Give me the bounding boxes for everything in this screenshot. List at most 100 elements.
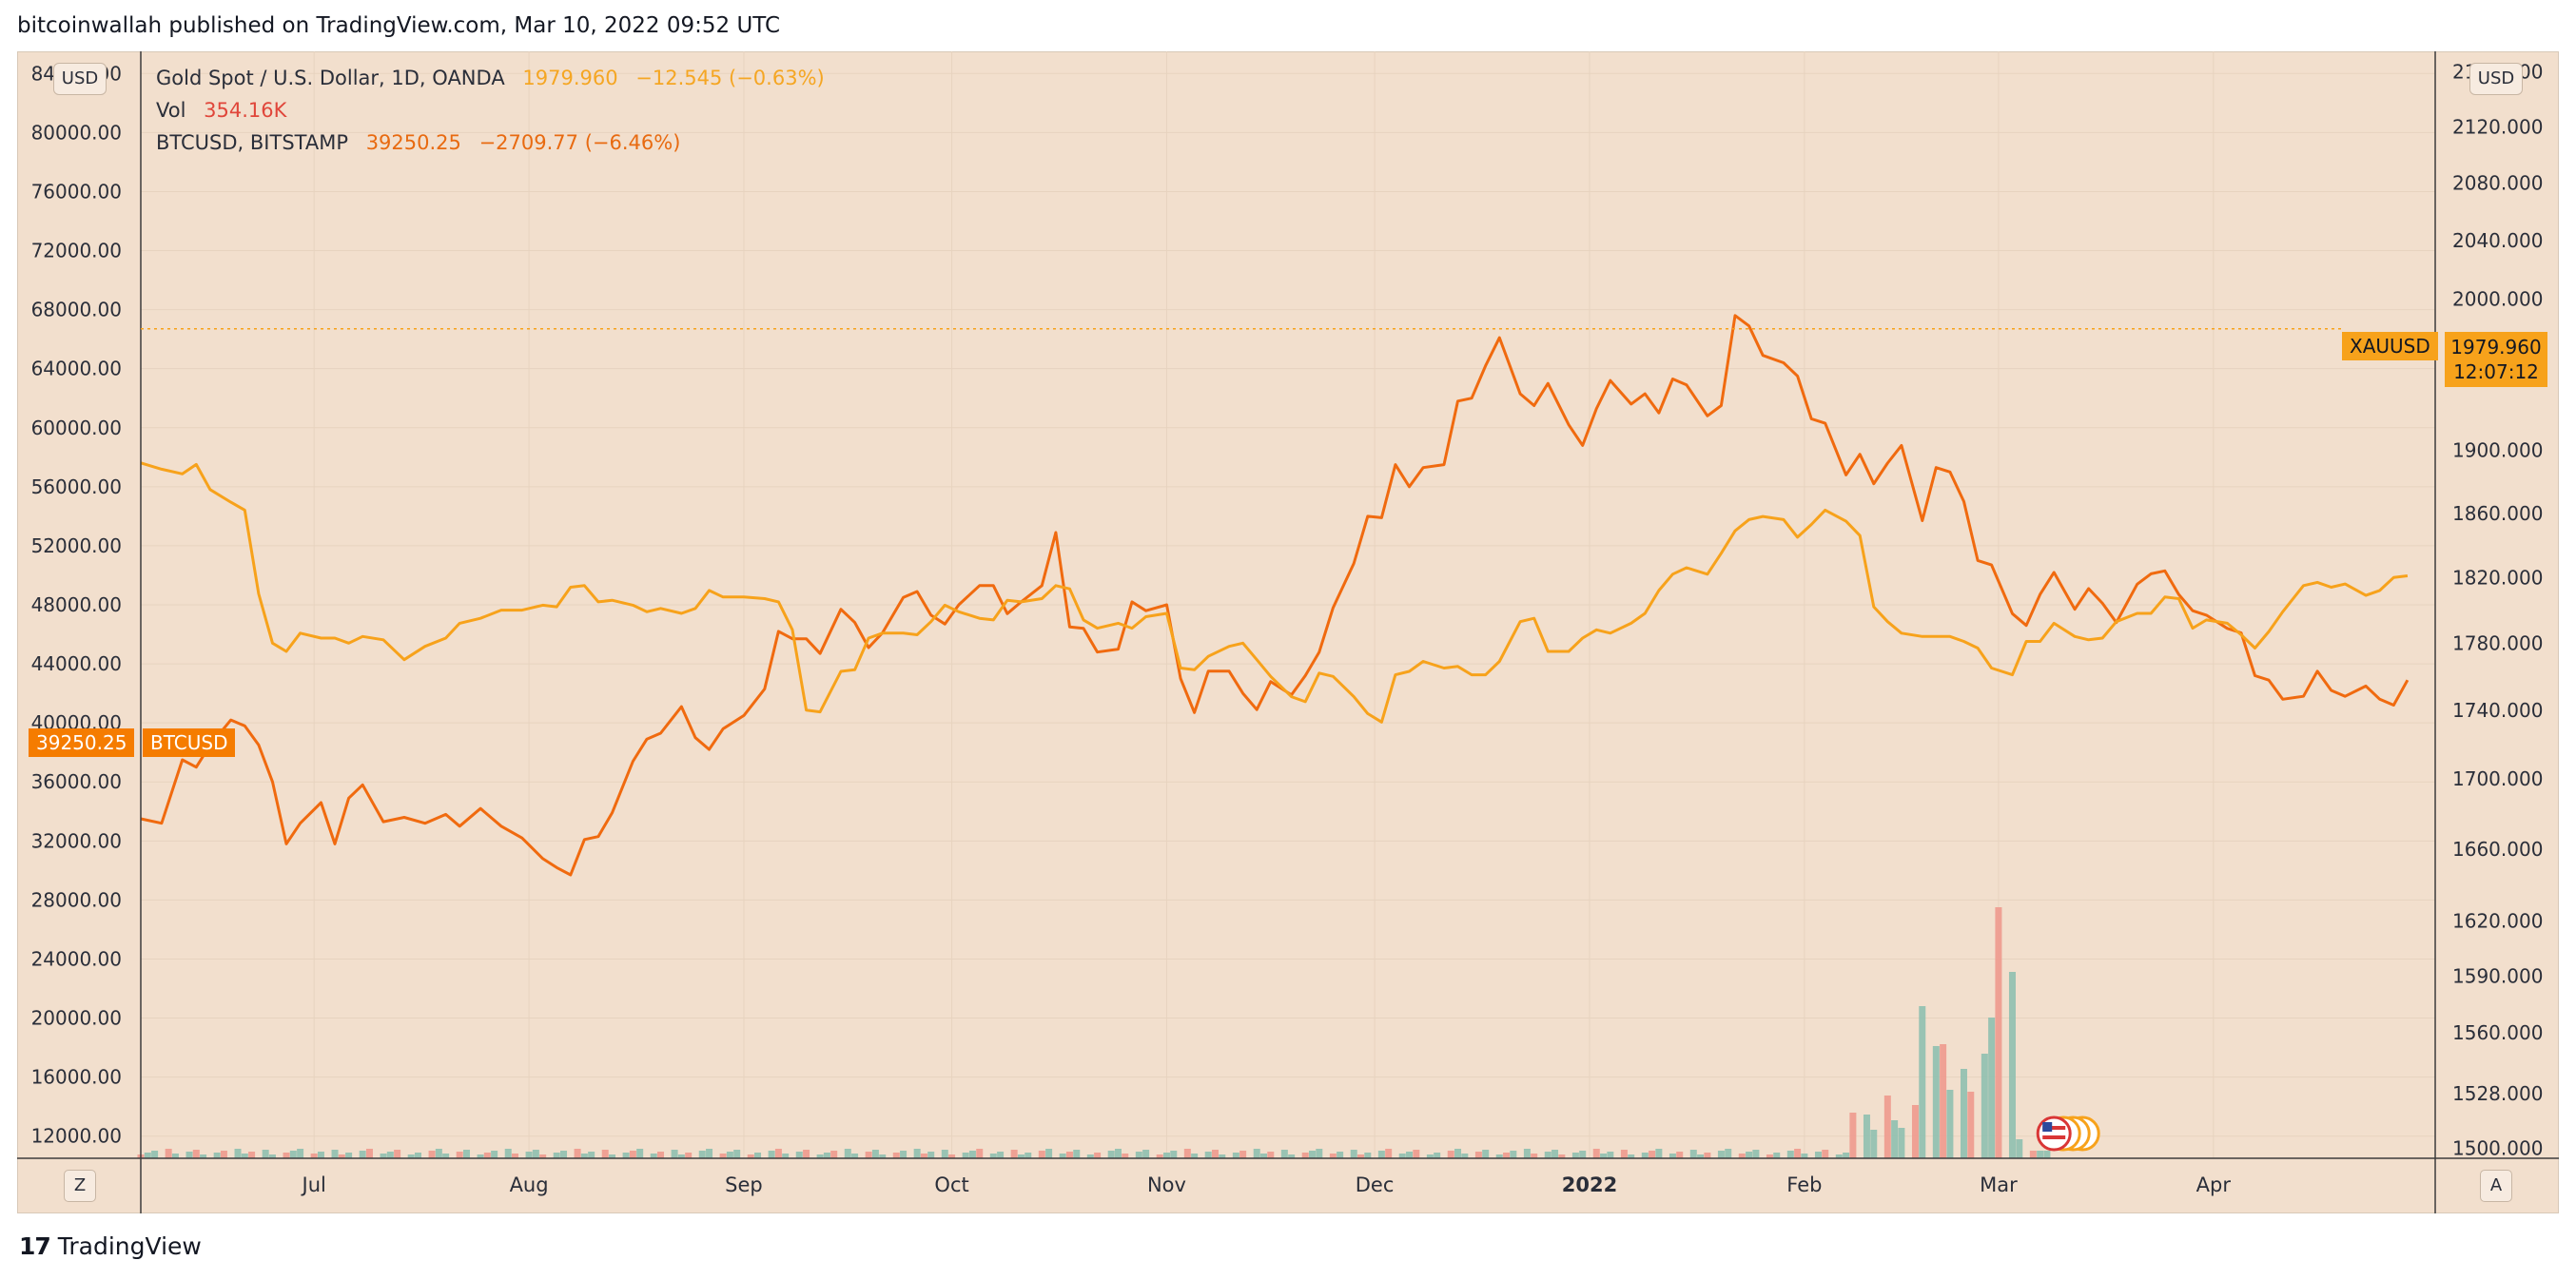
volume-bar — [477, 1154, 484, 1158]
volume-bar — [1891, 1120, 1899, 1158]
legend-btc[interactable]: BTCUSD, BITSTAMP 39250.25 −2709.77 (−6.4… — [156, 131, 692, 154]
volume-bar — [1377, 1151, 1385, 1158]
volume-bar — [1641, 1153, 1649, 1158]
legend-gold[interactable]: Gold Spot / U.S. Dollar, 1D, OANDA 1979.… — [156, 67, 836, 89]
volume-bar — [365, 1149, 373, 1158]
volume-bar — [553, 1153, 560, 1158]
time-tick-label: Mar — [1980, 1173, 2018, 1196]
volume-bar — [1843, 1153, 1850, 1158]
volume-bar — [1558, 1154, 1566, 1158]
right-axis: 1500.000 1528.000 1560.000 1590.000 1620.000… — [2452, 60, 2543, 1159]
left-tick-label: 72000.00 — [31, 240, 122, 262]
volume-bar — [1870, 1130, 1878, 1158]
volume-bar — [297, 1149, 304, 1158]
volume-bar — [1204, 1152, 1212, 1158]
volume-bar — [289, 1151, 297, 1158]
legend-volume[interactable]: Vol 354.16K — [156, 99, 298, 122]
tradingview-logo[interactable]: 17 TradingView — [19, 1232, 202, 1260]
volume-bar — [1122, 1154, 1129, 1158]
gold-price-value: 1979.960 — [2450, 336, 2542, 359]
volume-bar — [1655, 1149, 1663, 1158]
volume-bar — [1447, 1151, 1454, 1158]
volume-bar — [1898, 1128, 1905, 1158]
volume-bar — [1364, 1153, 1372, 1158]
volume-bar — [795, 1152, 803, 1158]
tradingview-brand: TradingView — [57, 1232, 202, 1260]
volume-bar — [1406, 1152, 1414, 1158]
vol-value: 354.16K — [204, 99, 287, 122]
volume-bar — [962, 1153, 969, 1158]
right-tick-label: 2120.000 — [2452, 116, 2543, 139]
volume-bar — [462, 1150, 470, 1158]
left-tick-label: 32000.00 — [31, 829, 122, 852]
volume-bar — [268, 1154, 276, 1158]
volume-bar — [539, 1154, 547, 1158]
volume-bar — [1689, 1150, 1697, 1158]
volume-bar — [1592, 1149, 1600, 1158]
time-tick-label: Dec — [1356, 1173, 1395, 1196]
volume-bar — [310, 1154, 318, 1158]
gold-symbol-tag: XAUUSD — [2342, 332, 2438, 360]
volume-bar — [511, 1154, 518, 1158]
volume-bar — [830, 1151, 838, 1158]
volume-bar — [504, 1149, 512, 1158]
right-currency-button[interactable]: USD — [2469, 63, 2523, 95]
time-tick-label: 2022 — [1562, 1173, 1617, 1196]
volume-bar — [1253, 1149, 1260, 1158]
left-tick-label: 56000.00 — [31, 475, 122, 498]
volume-bar — [1301, 1153, 1309, 1158]
volume-bar — [1086, 1154, 1094, 1158]
volume-bar — [1495, 1154, 1503, 1158]
zoom-button[interactable]: Z — [64, 1170, 96, 1202]
volume-bar — [574, 1149, 581, 1158]
volume-bar — [2016, 1139, 2023, 1158]
volume-bar — [1960, 1069, 1967, 1158]
right-tick-label: 2080.000 — [2452, 172, 2543, 195]
volume-bar — [1065, 1152, 1073, 1158]
volume-bar — [1259, 1154, 1267, 1158]
countdown-timer: 12:07:12 — [2453, 360, 2539, 383]
volume-bar — [248, 1152, 256, 1158]
time-tick-label: Nov — [1147, 1173, 1186, 1196]
volume-bar — [1607, 1152, 1614, 1158]
auto-scale-button[interactable]: A — [2480, 1170, 2512, 1202]
flag-stripe — [2042, 1135, 2066, 1139]
volume-bar — [491, 1151, 498, 1158]
vol-label: Vol — [156, 99, 186, 122]
volume-bar — [1219, 1154, 1226, 1158]
volume-bar — [1474, 1152, 1482, 1158]
volume-bar — [1600, 1154, 1608, 1158]
volume-bar — [580, 1154, 588, 1158]
btc-price-tag: 39250.25 — [29, 728, 135, 757]
chart-area[interactable] — [17, 51, 2559, 1213]
volume-bar — [1461, 1154, 1469, 1158]
left-tick-label: 44000.00 — [31, 652, 122, 675]
left-tick-label: 64000.00 — [31, 358, 122, 380]
right-tick-label: 1700.000 — [2452, 767, 2543, 790]
gold-series-line — [140, 461, 2409, 724]
volume-bar — [657, 1152, 665, 1158]
volume-bar — [407, 1154, 415, 1158]
volume-bar — [1551, 1150, 1559, 1158]
volume-bar — [442, 1154, 450, 1158]
volume-bar — [823, 1153, 830, 1158]
volume-bar — [588, 1152, 595, 1158]
volume-bar — [1309, 1151, 1317, 1158]
btc-change: −2709.77 (−6.46%) — [478, 131, 681, 154]
left-tick-label: 36000.00 — [31, 770, 122, 793]
volume-bar — [1142, 1150, 1150, 1158]
time-tick-label: Apr — [2196, 1173, 2232, 1196]
volume-bar — [1649, 1151, 1656, 1158]
right-tick-label: 1660.000 — [2452, 838, 2543, 861]
left-tick-label: 20000.00 — [31, 1007, 122, 1030]
volume-bar — [1267, 1152, 1275, 1158]
volume-bars — [137, 907, 2051, 1158]
volume-bar — [677, 1154, 685, 1158]
event-markers[interactable] — [2036, 1115, 2100, 1152]
volume-bar — [525, 1152, 533, 1158]
volume-bar — [213, 1153, 221, 1158]
volume-bar — [1337, 1152, 1344, 1158]
volume-bar — [733, 1150, 741, 1158]
volume-bar — [428, 1151, 436, 1158]
left-currency-button[interactable]: USD — [53, 63, 107, 95]
